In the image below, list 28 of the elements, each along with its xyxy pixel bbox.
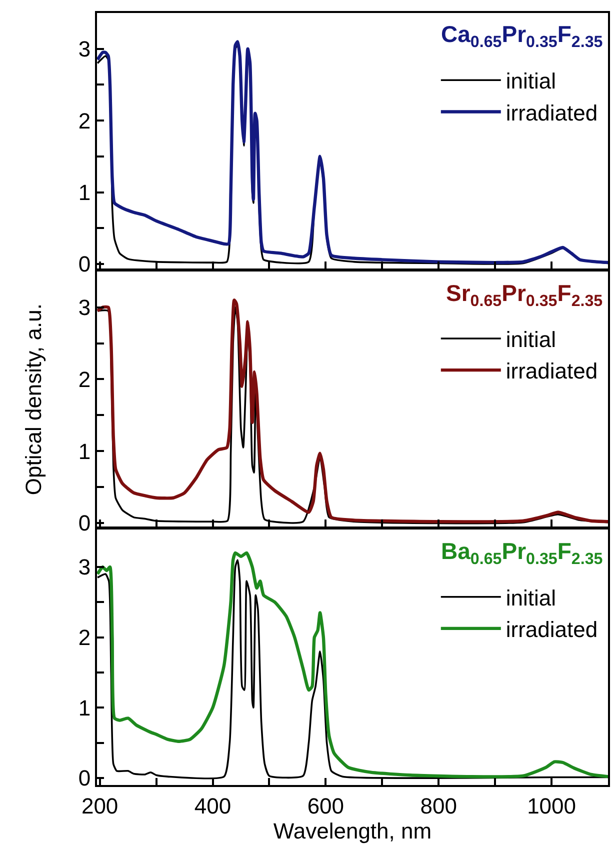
y-tick-label: 3	[78, 554, 91, 580]
text: Ba$_{0.65}$Pr$_{0.35}$F$_{2.35}$	[441, 538, 603, 568]
y-tick-label: 2	[78, 625, 91, 650]
legend-label: irradiated	[506, 100, 598, 126]
legend-label: initial	[506, 68, 556, 94]
y-tick-label: 1	[78, 438, 91, 464]
y-tick-label: 2	[78, 366, 91, 392]
x-tick-label: 400	[194, 793, 232, 818]
y-tick-label: 0	[78, 252, 91, 277]
x-tick-label: 600	[307, 793, 344, 818]
legend-label: initial	[506, 327, 556, 352]
y-tick-label: 0	[78, 510, 91, 536]
y-tick-label: 3	[78, 295, 91, 320]
chart-title: Ca$_{0.65}$Pr$_{0.35}$F$_{2.35}$	[441, 21, 603, 51]
legend-label: irradiated	[506, 617, 598, 642]
text: Sr$_{0.65}$Pr$_{0.35}$F$_{2.35}$	[446, 280, 603, 310]
legend-label: initial	[506, 585, 556, 610]
y-tick-label: 2	[78, 108, 91, 134]
y-tick-label: 0	[78, 766, 91, 791]
y-axis-title: Optical density, a.u.	[21, 304, 46, 496]
legend-label: irradiated	[506, 358, 598, 384]
y-tick-label: 1	[78, 180, 91, 205]
x-tick-label: 800	[420, 793, 457, 818]
x-axis-title: Wavelength, nm	[273, 818, 432, 844]
x-tick-label: 200	[81, 793, 118, 818]
x-tick-label: 1000	[527, 793, 576, 818]
y-tick-label: 3	[78, 36, 91, 62]
y-tick-label: 1	[78, 695, 91, 720]
